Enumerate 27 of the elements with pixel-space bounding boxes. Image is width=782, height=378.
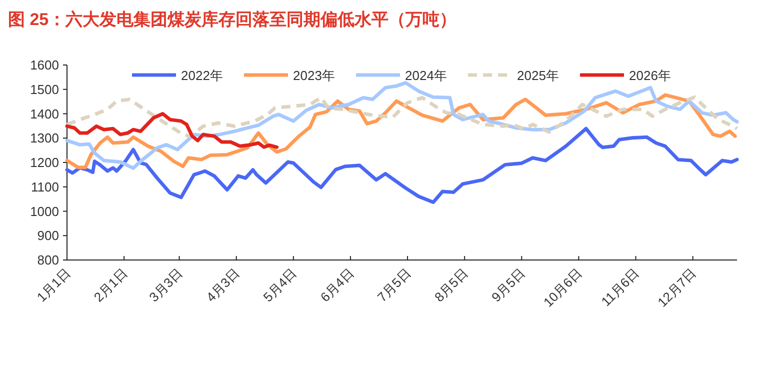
legend-label: 2023年 [293, 68, 335, 83]
legend-label: 2026年 [629, 68, 671, 83]
x-tick-label: 9月5日 [488, 266, 528, 305]
y-tick-label: 1600 [30, 58, 59, 72]
legend-label: 2024年 [405, 68, 447, 83]
x-tick-label: 6月4日 [317, 266, 357, 305]
y-tick-label: 1500 [30, 82, 59, 97]
y-tick-label: 1400 [30, 106, 59, 122]
x-tick-label: 8月5日 [431, 266, 471, 305]
x-tick-label: 4月3日 [203, 266, 242, 305]
x-tick-label: 3月3日 [146, 266, 186, 305]
x-tick-label: 1月1日 [34, 266, 74, 305]
y-tick-label: 1000 [30, 204, 59, 219]
chart-title: 图 25：六大发电集团煤炭库存回落至同期偏低水平（万吨） [8, 10, 457, 29]
legend-label: 2025年 [517, 68, 559, 83]
y-tick-label: 1100 [31, 179, 59, 194]
y-tick-label: 1200 [30, 155, 59, 170]
x-tick-label: 5月4日 [260, 266, 300, 305]
y-tick-label: 800 [37, 252, 59, 268]
x-tick-label: 12月7日 [654, 266, 699, 310]
x-tick-label: 7月5日 [374, 266, 414, 305]
x-tick-label: 11月6日 [598, 266, 642, 310]
legend-label: 2022年 [181, 68, 223, 83]
x-tick-label: 10月6日 [540, 266, 585, 310]
y-tick-label: 1300 [30, 130, 59, 146]
y-tick-label: 900 [37, 228, 59, 244]
x-tick-label: 2月1日 [90, 266, 130, 305]
